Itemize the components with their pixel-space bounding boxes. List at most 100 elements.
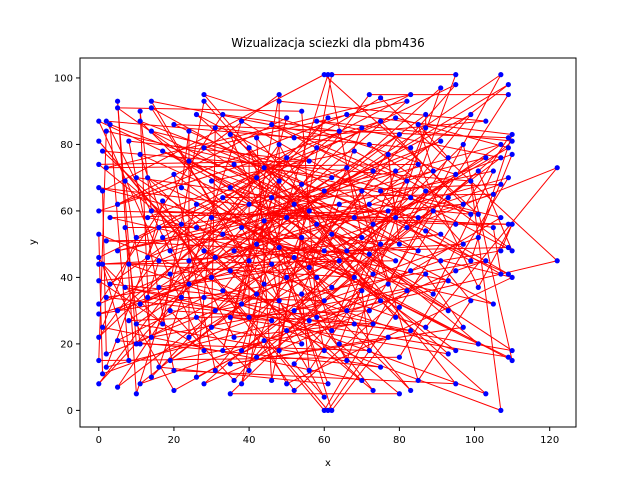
data-point (254, 241, 260, 247)
path-segment (346, 246, 509, 252)
data-point (490, 168, 496, 174)
data-point (96, 301, 102, 307)
data-point (284, 214, 290, 221)
data-point (96, 334, 102, 340)
data-point (227, 185, 233, 191)
data-point (393, 314, 399, 320)
path-segment (147, 296, 509, 358)
data-point (396, 354, 402, 360)
path-segment (248, 87, 442, 262)
data-point (291, 254, 297, 261)
data-point (238, 224, 245, 231)
path-segment (196, 114, 374, 275)
path-segment (316, 260, 558, 318)
path-segment (102, 190, 107, 354)
data-point (344, 308, 350, 314)
data-point (212, 254, 218, 261)
data-point (468, 111, 474, 118)
data-point (408, 268, 414, 274)
y-axis-label: y (28, 239, 39, 245)
data-point (269, 377, 275, 384)
data-point (460, 241, 466, 247)
data-point (269, 195, 275, 201)
data-point (261, 218, 267, 224)
data-point (212, 308, 218, 314)
path-segment (294, 120, 486, 139)
data-point (156, 364, 162, 370)
data-point (269, 121, 275, 128)
data-point (505, 175, 511, 181)
data-point (393, 214, 399, 221)
data-point (137, 108, 143, 114)
data-point (329, 327, 335, 334)
data-point (306, 264, 312, 271)
data-point (483, 258, 489, 264)
data-point (99, 148, 106, 154)
data-point (238, 118, 245, 124)
path-segment (151, 130, 494, 305)
data-point (505, 91, 511, 98)
data-point (220, 288, 226, 294)
data-point (160, 148, 166, 154)
path-segment (147, 177, 479, 345)
data-point (306, 367, 312, 374)
data-point (359, 125, 365, 131)
data-point (460, 141, 466, 148)
plot-frame (79, 57, 577, 428)
data-point (505, 135, 511, 141)
data-point (385, 281, 391, 287)
data-point (351, 148, 357, 154)
path-segment (215, 177, 509, 258)
data-point (393, 115, 399, 121)
path-segment (417, 124, 449, 159)
data-point (415, 248, 421, 254)
data-point (498, 141, 504, 148)
data-point (359, 234, 365, 241)
path-segment (432, 170, 494, 295)
data-point (171, 171, 177, 177)
data-point (453, 221, 459, 227)
data-point (284, 381, 290, 387)
data-point (366, 308, 372, 314)
data-point (366, 347, 372, 354)
data-point (137, 341, 143, 347)
path-segment (492, 227, 502, 275)
data-point (468, 298, 474, 304)
data-point (96, 185, 102, 191)
x-tick-label: 100 (465, 435, 484, 446)
data-point (227, 361, 233, 367)
data-point (423, 188, 429, 194)
data-point (227, 391, 233, 397)
data-point (359, 288, 365, 294)
path-segment (98, 263, 272, 282)
data-point (423, 271, 429, 277)
data-point (276, 298, 282, 304)
y-tick-label: 0 (67, 406, 73, 417)
data-point (160, 198, 166, 204)
data-point (445, 351, 451, 357)
data-point (201, 91, 207, 98)
data-point (393, 168, 399, 174)
data-point (498, 214, 504, 221)
data-point (393, 258, 399, 264)
data-point (227, 268, 233, 274)
data-point (99, 371, 106, 377)
chart-title: Wizualizacja sciezki dla pbm436 (231, 36, 425, 50)
x-tick-label: 0 (96, 435, 102, 446)
data-point (385, 208, 391, 214)
data-point (96, 381, 102, 387)
data-point (299, 181, 305, 187)
path-segment (233, 100, 408, 252)
path-segment (323, 197, 449, 411)
data-point (314, 314, 320, 320)
data-point (299, 234, 305, 241)
y-tick-label: 40 (60, 273, 73, 284)
path-segment (109, 217, 494, 305)
data-point (220, 195, 226, 201)
data-point (415, 214, 421, 221)
data-point (145, 294, 151, 300)
data-point (171, 367, 177, 374)
data-point (385, 334, 391, 340)
data-point (359, 377, 365, 384)
data-point (475, 211, 481, 217)
